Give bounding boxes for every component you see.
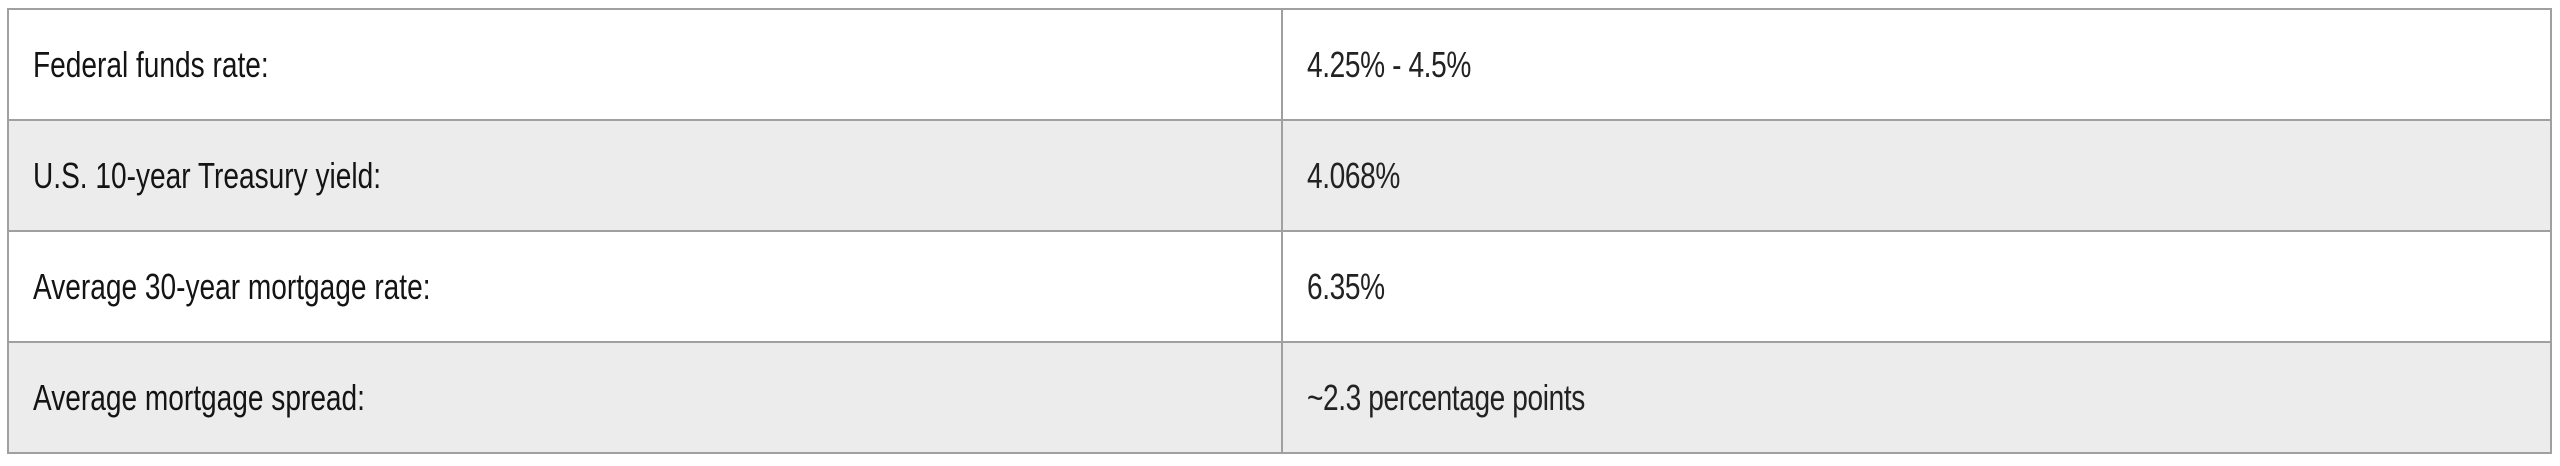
row-value-cell: 4.25% - 4.5% — [1281, 8, 2552, 121]
table-row: Average mortgage spread: ~2.3 percentage… — [7, 341, 2552, 454]
row-value: ~2.3 percentage points — [1307, 376, 1585, 418]
row-value: 4.25% - 4.5% — [1307, 43, 1471, 85]
row-label: U.S. 10-year Treasury yield: — [33, 154, 382, 196]
row-label: Average 30-year mortgage rate: — [33, 265, 431, 307]
row-label-cell: U.S. 10-year Treasury yield: — [7, 119, 1283, 232]
table-row: U.S. 10-year Treasury yield: 4.068% — [7, 119, 2552, 232]
row-value: 6.35% — [1307, 265, 1385, 307]
row-label-cell: Average 30-year mortgage rate: — [7, 230, 1283, 343]
table-row: Average 30-year mortgage rate: 6.35% — [7, 230, 2552, 343]
row-value-cell: 4.068% — [1281, 119, 2552, 232]
rates-table: Federal funds rate: 4.25% - 4.5% U.S. 10… — [7, 8, 2552, 454]
row-value-cell: ~2.3 percentage points — [1281, 341, 2552, 454]
row-label: Average mortgage spread: — [33, 376, 365, 418]
table-row: Federal funds rate: 4.25% - 4.5% — [7, 8, 2552, 121]
row-label: Federal funds rate: — [33, 43, 269, 85]
row-value: 4.068% — [1307, 154, 1400, 196]
row-label-cell: Average mortgage spread: — [7, 341, 1283, 454]
row-value-cell: 6.35% — [1281, 230, 2552, 343]
row-label-cell: Federal funds rate: — [7, 8, 1283, 121]
